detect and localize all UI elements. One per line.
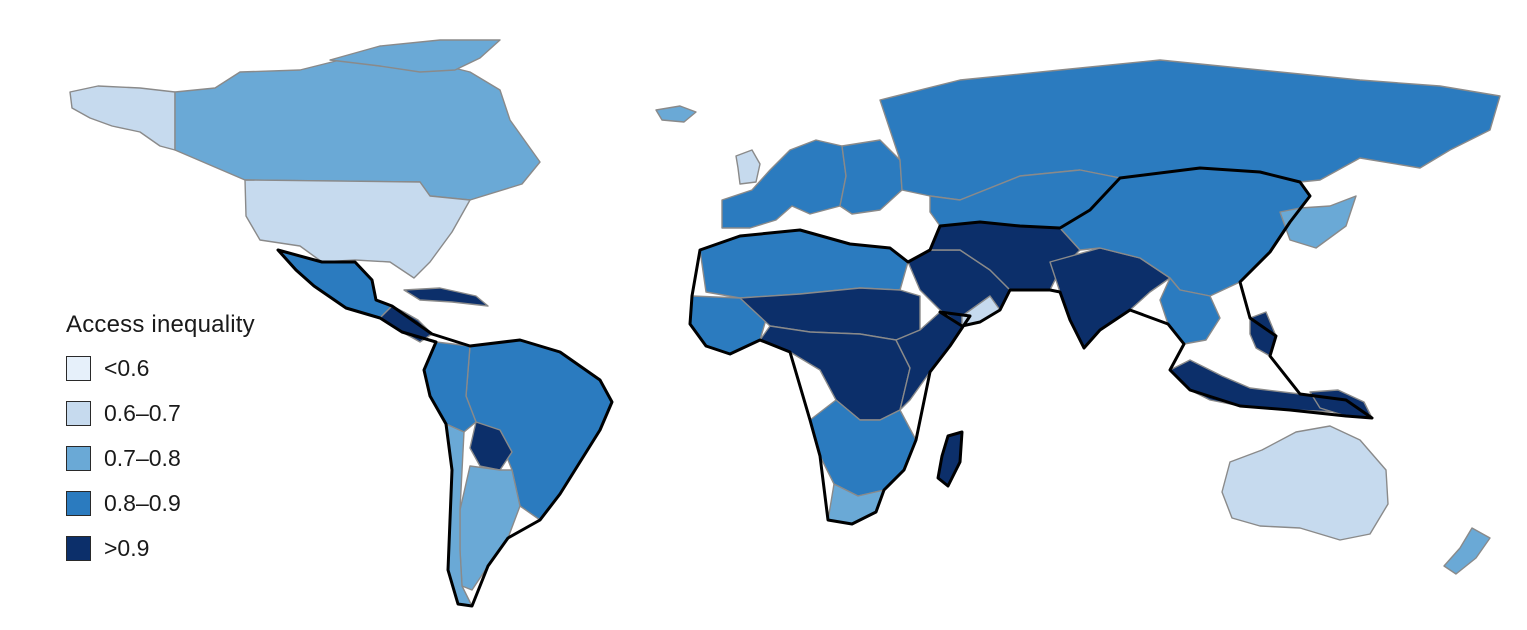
region-new-zealand bbox=[1443, 527, 1491, 575]
legend-label: 0.7–0.8 bbox=[104, 444, 181, 471]
region-greenland bbox=[329, 39, 501, 73]
legend-item-0-8-to-0-9: 0.8–0.9 bbox=[66, 488, 326, 518]
legend-label: 0.8–0.9 bbox=[104, 489, 181, 516]
legend-swatch bbox=[66, 355, 91, 381]
region-alaska bbox=[69, 85, 176, 151]
legend-swatch bbox=[66, 400, 91, 426]
legend-label: >0.9 bbox=[104, 534, 150, 561]
region-united-states bbox=[244, 179, 471, 279]
map-legend: Access inequality <0.6 0.6–0.7 0.7–0.8 0… bbox=[66, 311, 326, 578]
region-southeast-asia bbox=[1159, 277, 1221, 345]
region-eastern-europe bbox=[839, 139, 903, 215]
highlight-outline-africa-south-asia bbox=[688, 166, 1374, 526]
legend-item-below-0-6: <0.6 bbox=[66, 353, 326, 383]
region-united-kingdom bbox=[735, 149, 761, 185]
region-argentina bbox=[459, 465, 521, 591]
legend-item-above-0-9: >0.9 bbox=[66, 533, 326, 563]
legend-swatch bbox=[66, 535, 91, 561]
legend-label: <0.6 bbox=[104, 354, 150, 381]
region-iceland bbox=[655, 105, 697, 123]
legend-swatch bbox=[66, 490, 91, 516]
highlight-outline-madagascar bbox=[936, 430, 964, 488]
highlight-outline-latin-america bbox=[276, 248, 614, 608]
legend-item-0-7-to-0-8: 0.7–0.8 bbox=[66, 443, 326, 473]
legend-swatch bbox=[66, 445, 91, 471]
region-australia bbox=[1221, 425, 1389, 541]
legend-item-0-6-to-0-7: 0.6–0.7 bbox=[66, 398, 326, 428]
region-canada bbox=[174, 59, 541, 201]
legend-label: 0.6–0.7 bbox=[104, 399, 181, 426]
region-caribbean bbox=[403, 287, 489, 307]
legend-title: Access inequality bbox=[66, 311, 255, 338]
